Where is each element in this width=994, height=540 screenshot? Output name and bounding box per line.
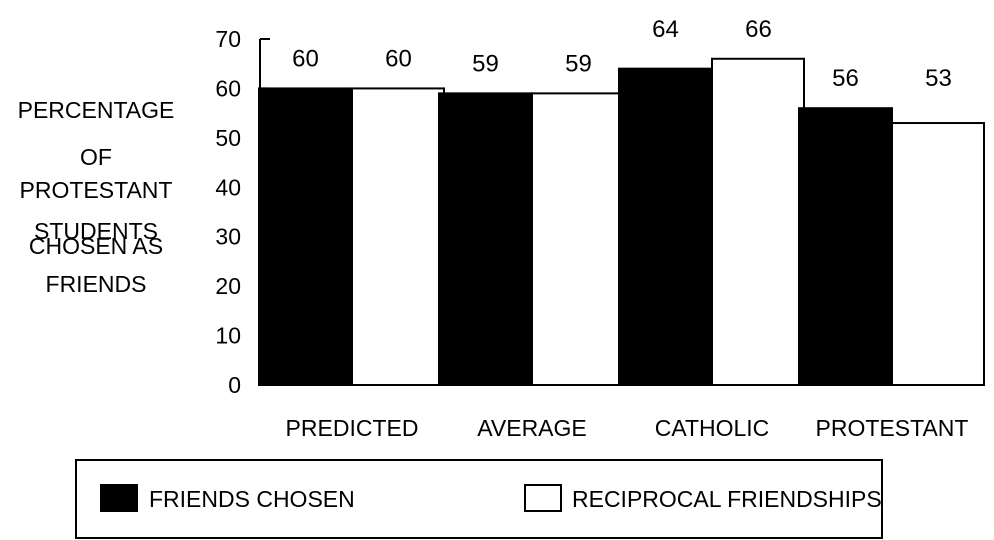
legend-swatch-reciprocal-friendships — [524, 484, 562, 512]
bar-reciprocal-friendships — [351, 87, 445, 387]
data-label: 53 — [925, 65, 952, 92]
y-tick-label: 0 — [228, 372, 241, 398]
data-label: 56 — [832, 65, 859, 92]
legend-swatch-friends-chosen — [100, 484, 138, 512]
y-axis-title-line: STUDENTS — [34, 218, 158, 244]
y-axis-title-line: OF — [80, 144, 112, 170]
data-label: 60 — [292, 45, 319, 72]
data-label: 64 — [652, 16, 679, 43]
x-category-label: AVERAGE — [477, 415, 587, 441]
data-label: 59 — [565, 50, 592, 77]
data-label: 66 — [745, 16, 772, 43]
y-axis-title-line: PROTESTANT — [19, 177, 173, 203]
x-category-label: CATHOLIC — [655, 415, 770, 441]
bar-chart: 0 10 20 30 40 50 60 70 60 60 PREDICTED 59 59 AVERAGE 6… — [215, 16, 985, 441]
y-axis-title-line: CHOSEN AS — [28, 233, 164, 259]
y-tick-label: 20 — [215, 273, 241, 299]
bar-reciprocal-friendships — [891, 122, 985, 387]
y-tick-label: 10 — [215, 323, 241, 349]
bar-friends-chosen — [438, 92, 533, 386]
data-label: 59 — [472, 50, 499, 77]
y-axis-title-line: FRIENDS — [45, 271, 147, 297]
legend-label-reciprocal-friendships: RECIPROCAL FRIENDSHIPS — [572, 486, 882, 512]
y-tick-label: 30 — [215, 224, 241, 250]
legend-label-friends-chosen: FRIENDS CHOSEN — [149, 486, 355, 512]
bar-friends-chosen — [618, 67, 713, 387]
y-tick-label: 70 — [215, 26, 241, 52]
y-tick-label: 50 — [215, 125, 241, 151]
y-tick-label: 60 — [215, 75, 241, 101]
bar-reciprocal-friendships — [711, 57, 805, 387]
data-label: 60 — [385, 45, 412, 72]
y-tick-label: 40 — [215, 174, 241, 200]
bar-friends-chosen — [798, 107, 893, 386]
bar-friends-chosen — [258, 87, 353, 387]
legend: FRIENDS CHOSEN RECIPROCAL FRIENDSHIPS — [75, 459, 883, 539]
y-axis-title-line: PERCENTAGE — [17, 97, 175, 123]
x-category-label: PREDICTED — [286, 415, 419, 441]
x-category-label: PROTESTANT — [816, 415, 969, 441]
bar-reciprocal-friendships — [531, 92, 625, 386]
